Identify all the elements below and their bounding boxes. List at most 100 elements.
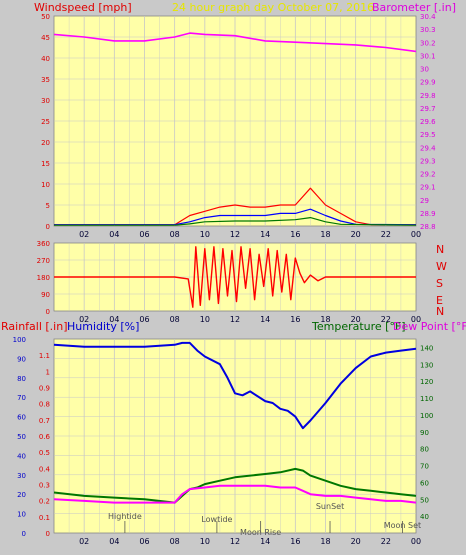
humidity-tick-label: 60 — [17, 414, 26, 422]
direction-tick-label: 360 — [37, 240, 50, 248]
direction-line — [54, 246, 416, 308]
temperature-tick-label: 110 — [420, 395, 433, 403]
temperature-tick-label: 40 — [420, 513, 429, 521]
windspeed-tick-label: 5 — [46, 202, 50, 210]
event-label: Moon Rise — [240, 528, 281, 537]
direction-tick-label: 180 — [37, 274, 50, 282]
wind-x-tick-label: 04 — [109, 230, 119, 239]
barometer-line — [53, 32, 417, 53]
temperature-tick-label: 50 — [420, 496, 429, 504]
barometer-tick-label: 29.7 — [420, 105, 436, 113]
wind-x-tick-label: 00 — [411, 230, 421, 239]
barometer-axis-title: Barometer [.in] — [372, 1, 456, 14]
humidity-tick-label: 70 — [17, 394, 26, 402]
wind-x-tick-label: 08 — [170, 230, 180, 239]
direction-x-tick-label: 00 — [411, 315, 421, 324]
rainfall-tick-label: 0.2 — [39, 498, 50, 506]
humidity-tick-label: 30 — [17, 472, 26, 480]
windspeed-tick-label: 30 — [41, 97, 50, 105]
event-label: Moon Set — [384, 521, 421, 530]
barometer-tick-label: 29 — [420, 197, 429, 205]
humidity-x-tick-label: 04 — [109, 537, 119, 546]
humidity-x-tick-label: 16 — [290, 537, 300, 546]
humidity-tick-label: 10 — [17, 511, 26, 519]
compass-label: E — [436, 294, 443, 307]
event-label: Hightide — [108, 512, 142, 521]
barometer-tick-label: 29.4 — [420, 144, 436, 152]
windspeed-tick-label: 20 — [41, 139, 50, 147]
humidity-tick-label: 80 — [17, 375, 26, 383]
astronomy-events: Hightide Lowtide Moon Rise SunSet Moon Set — [108, 502, 421, 537]
humidity-x-tick-label: 18 — [320, 537, 330, 546]
barometer-tick-label: 30.1 — [420, 52, 436, 60]
windspeed-tick-label: 40 — [41, 55, 50, 63]
humidity-x-tick-label: 12 — [230, 537, 240, 546]
compass-label: W — [436, 260, 447, 273]
temperature-axis-title: Temperature [°F] — [311, 320, 406, 333]
rainfall-axis-title: Rainfall [.in] — [1, 320, 68, 333]
rainfall-tick-label: 0.7 — [39, 417, 50, 425]
rainfall-tick-label: 1.1 — [39, 352, 50, 360]
humidity-x-tick-label: 22 — [381, 537, 391, 546]
humidity-axis-title: Humidity [%] — [67, 320, 139, 333]
data-marks — [53, 32, 417, 504]
wind_low-line — [54, 217, 417, 226]
rainfall-tick-label: 0 — [46, 530, 50, 538]
dewpoint-line — [53, 484, 417, 504]
direction-x-tick-label: 02 — [79, 315, 89, 324]
wind-x-tick-label: 06 — [139, 230, 149, 239]
rainfall-tick-label: 0.1 — [39, 514, 50, 522]
direction-tick-label: 270 — [37, 257, 50, 265]
barometer-tick-label: 30 — [420, 66, 429, 74]
direction-x-tick-label: 14 — [260, 315, 270, 324]
windspeed-tick-label: 45 — [41, 34, 50, 42]
event-label: SunSet — [316, 502, 344, 511]
humidity-x-tick-label: 06 — [139, 537, 149, 546]
wind-x-tick-label: 14 — [260, 230, 270, 239]
temperature-tick-label: 120 — [420, 378, 433, 386]
wind-x-tick-label: 10 — [200, 230, 210, 239]
temperature-tick-label: 100 — [420, 412, 433, 420]
rainfall-tick-label: 0.6 — [39, 433, 51, 441]
windspeed-tick-label: 0 — [46, 223, 50, 231]
wind-x-tick-label: 12 — [230, 230, 240, 239]
barometer-tick-label: 29.1 — [420, 184, 436, 192]
rainfall-tick-label: 0.5 — [39, 449, 50, 457]
direction-x-tick-label: 08 — [170, 315, 180, 324]
wind_avg-line — [54, 208, 417, 226]
temperature-tick-label: 70 — [420, 463, 429, 471]
compass-label: N — [436, 243, 444, 256]
axis-ticks: 02 04 06 08 10 12 14 16 18 20 22 000510152025303540… — [13, 13, 447, 546]
temperature-tick-label: 130 — [420, 361, 433, 369]
wind_gust-line — [54, 187, 416, 226]
direction-x-tick-label: 04 — [109, 315, 119, 324]
rainfall-tick-label: 0.9 — [39, 385, 50, 393]
windspeed-tick-label: 35 — [41, 76, 50, 84]
direction-tick-label: 90 — [41, 291, 50, 299]
humidity-tick-label: 0 — [22, 530, 26, 538]
windspeed-axis-title: Windspeed [mph] — [34, 1, 132, 14]
humidity-x-tick-label: 02 — [79, 537, 89, 546]
compass-label: N — [436, 305, 444, 318]
wind-x-tick-label: 20 — [351, 230, 361, 239]
wind-x-tick-label: 16 — [290, 230, 300, 239]
windspeed-tick-label: 15 — [41, 160, 50, 168]
temperature-tick-label: 60 — [420, 479, 429, 487]
humidity-tick-label: 100 — [13, 336, 26, 344]
humidity-tick-label: 20 — [17, 491, 26, 499]
direction-tick-label: 0 — [46, 308, 50, 316]
barometer-tick-label: 30.3 — [420, 26, 436, 34]
humidity-tick-label: 50 — [17, 433, 26, 441]
barometer-tick-label: 29.8 — [420, 92, 436, 100]
direction-x-tick-label: 20 — [351, 315, 361, 324]
temperature-tick-label: 90 — [420, 429, 429, 437]
compass-label: S — [436, 277, 443, 290]
chart-title: 24 hour graph day October 07, 2016 — [172, 1, 374, 14]
direction-x-tick-label: 06 — [139, 315, 149, 324]
direction-x-tick-label: 18 — [320, 315, 330, 324]
barometer-tick-label: 30.2 — [420, 39, 436, 47]
barometer-tick-label: 28.8 — [420, 223, 436, 231]
barometer-tick-label: 29.6 — [420, 118, 436, 126]
humidity-x-tick-label: 08 — [170, 537, 180, 546]
